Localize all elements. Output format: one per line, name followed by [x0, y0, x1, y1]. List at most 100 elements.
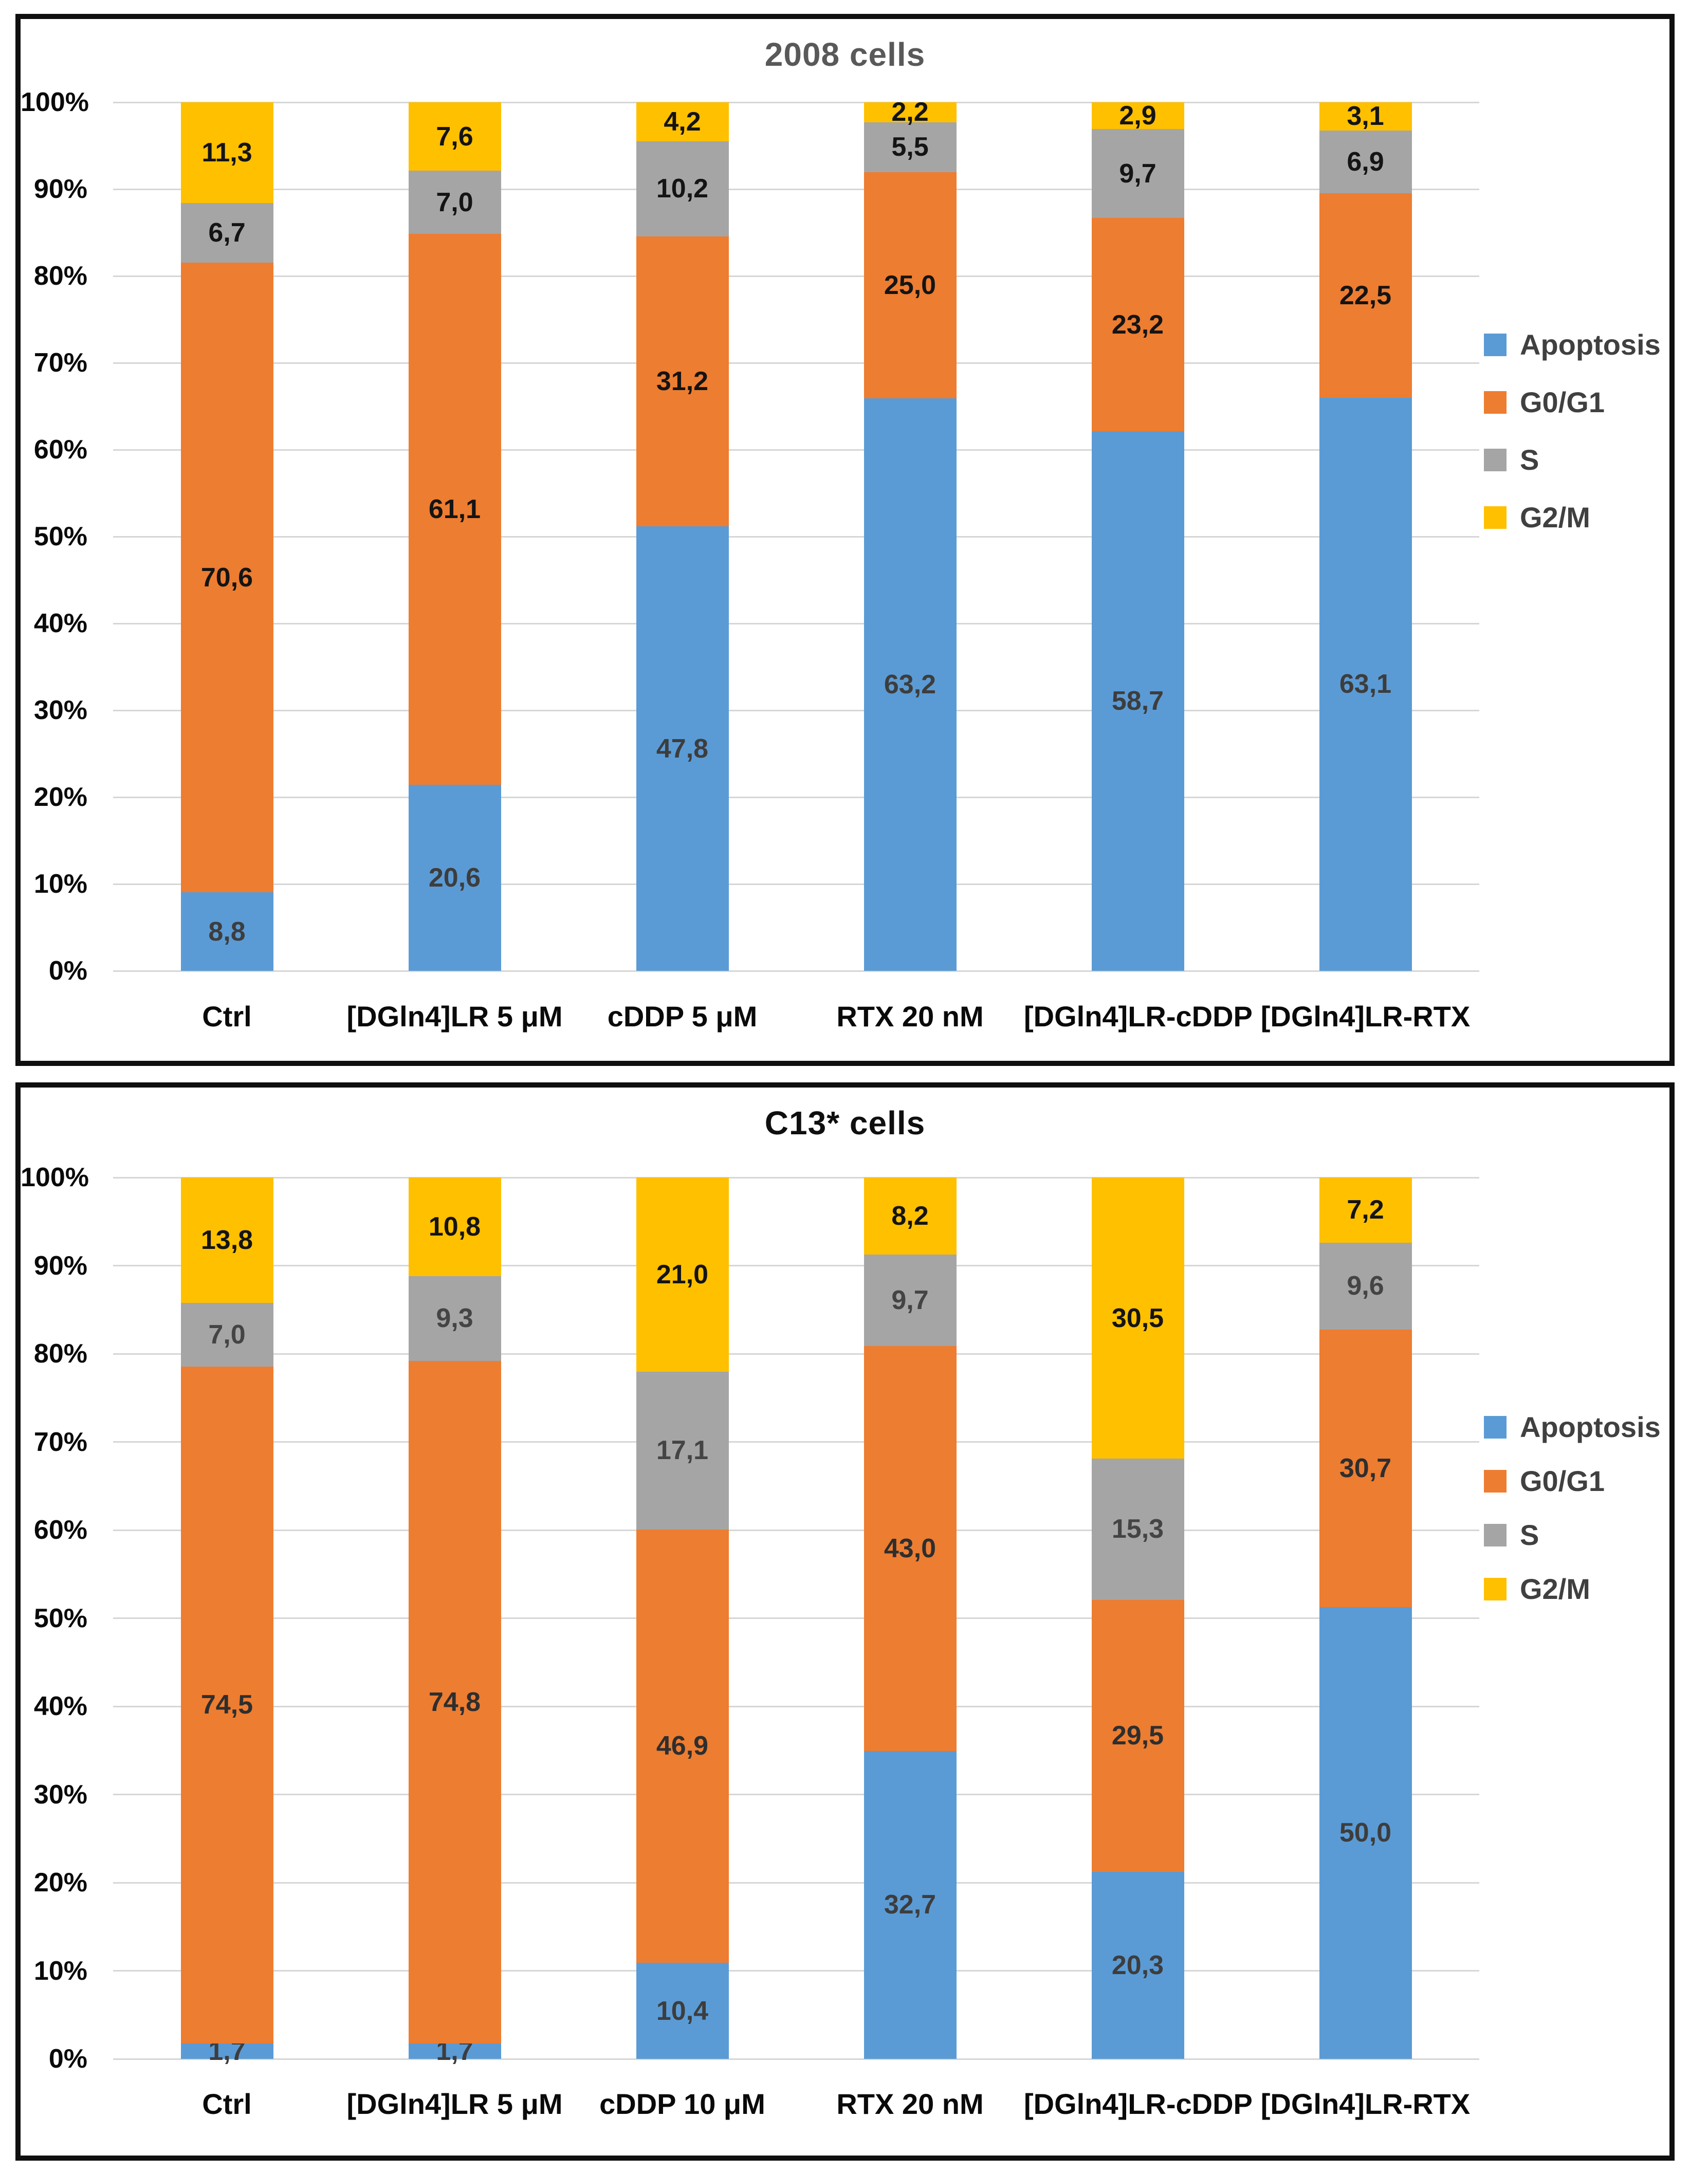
bar-segment-g0-g1: 46,9: [636, 1529, 729, 1963]
data-label: 8,2: [891, 1201, 929, 1231]
data-label: 13,8: [200, 1225, 253, 1255]
data-label: 25,0: [884, 270, 936, 300]
gridline: [113, 1970, 1479, 1972]
data-label: 6,9: [1347, 146, 1384, 177]
bar-segment-apoptosis: 47,8: [636, 526, 729, 971]
legend-label: Apoptosis: [1520, 328, 1661, 361]
legend-label: S: [1520, 444, 1539, 476]
bar-segment-s: 5,5: [864, 122, 957, 172]
y-axis-tick-label: 100%: [21, 87, 89, 117]
data-label: 7,2: [1347, 1195, 1384, 1225]
legend-label: G2/M: [1520, 501, 1590, 533]
legend-swatch-icon: [1484, 1524, 1507, 1546]
data-label: 43,0: [884, 1533, 936, 1563]
y-axis-tick-label: 40%: [33, 609, 87, 638]
gridline: [113, 188, 1479, 190]
gridline: [113, 883, 1479, 885]
bar-segment-g2-m: 30,5: [1091, 1177, 1184, 1459]
legend-item-g0-g1: G0/G1: [1484, 1467, 1605, 1496]
bar-segment-apoptosis: 58,7: [1091, 431, 1184, 971]
data-label: 7,0: [436, 187, 473, 217]
gridline: [113, 1617, 1479, 1619]
category-label: cDDP 10 μM: [599, 2088, 765, 2120]
data-label: 3,1: [1347, 101, 1384, 132]
legend-swatch-icon: [1484, 1578, 1507, 1600]
gridline: [113, 1705, 1479, 1707]
gridline: [113, 275, 1479, 277]
data-label: 70,6: [200, 562, 253, 593]
chart-title-2008-cells: 2008 cells: [764, 36, 926, 73]
legend-swatch-icon: [1484, 334, 1507, 356]
legend-swatch-icon: [1484, 1470, 1507, 1493]
data-label: 23,2: [1111, 309, 1164, 340]
bar-segment-g0-g1: 30,7: [1319, 1329, 1412, 1607]
bar-segment-apoptosis: 20,6: [408, 785, 501, 971]
y-axis-tick-label: 0%: [48, 956, 87, 986]
gridline: [113, 1353, 1479, 1355]
bar-segment-g2-m: 8,2: [864, 1177, 957, 1255]
bar-segment-g2-m: 7,6: [408, 102, 501, 171]
bar-segment-g2-m: 13,8: [180, 1177, 273, 1303]
data-label: 22,5: [1339, 280, 1392, 310]
bar-segment-apoptosis: 10,4: [636, 1963, 729, 2059]
bar-segment-s: 9,7: [864, 1255, 957, 1346]
data-label: 10,8: [428, 1211, 481, 1242]
gridline: [113, 1441, 1479, 1443]
bar-segment-g2-m: 11,3: [180, 102, 273, 204]
legend-label: S: [1520, 1519, 1539, 1551]
bar-segment-g2-m: 2,9: [1091, 102, 1184, 129]
legend-label: Apoptosis: [1520, 1411, 1661, 1443]
legend-item-apoptosis: Apoptosis: [1484, 330, 1661, 359]
legend-item-g2-m: G2/M: [1484, 503, 1590, 532]
bar-segment-s: 15,3: [1091, 1459, 1184, 1600]
bar-segment-s: 6,9: [1319, 130, 1412, 193]
bar-segment-g0-g1: 23,2: [1091, 218, 1184, 432]
data-label: 58,7: [1111, 686, 1164, 716]
bar-segment-g0-g1: 29,5: [1091, 1599, 1184, 1872]
gridline: [113, 449, 1479, 451]
gridline: [113, 1265, 1479, 1266]
bar-segment-g0-g1: 70,6: [180, 263, 273, 893]
data-label: 32,7: [884, 1890, 936, 1920]
bar-segment-apoptosis: 1,7: [180, 2038, 273, 2065]
category-label: [DGln4]LR-RTX: [1260, 2088, 1471, 2120]
bar-segment-g2-m: 3,1: [1319, 102, 1412, 131]
legend-item-g0-g1: G0/G1: [1484, 388, 1605, 417]
data-label: 9,7: [891, 1285, 929, 1316]
gridline: [113, 2058, 1479, 2060]
bar-segment-g2-m: 7,2: [1319, 1177, 1412, 1243]
bar-segment-g0-g1: 31,2: [636, 236, 729, 527]
category-label: Ctrl: [202, 1000, 252, 1033]
category-label: RTX 20 nM: [836, 2088, 984, 2120]
category-label: cDDP 5 μM: [607, 1000, 758, 1033]
gridline: [113, 1176, 1479, 1178]
y-axis-tick-label: 70%: [33, 1427, 87, 1457]
category-label: RTX 20 nM: [836, 1000, 984, 1033]
category-label: [DGln4]LR-cDDP: [1024, 2088, 1253, 2120]
bar-segment-g2-m: 21,0: [636, 1177, 729, 1372]
data-label: 74,5: [200, 1690, 253, 1720]
data-label: 21,0: [656, 1259, 709, 1290]
data-label: 10,2: [656, 174, 709, 204]
data-label: 9,6: [1347, 1271, 1384, 1301]
bar-segment-g0-g1: 25,0: [864, 172, 957, 399]
y-axis-tick-label: 40%: [33, 1691, 87, 1721]
bar-segment-apoptosis: 8,8: [180, 892, 273, 971]
chart-title-c13-cells: C13* cells: [764, 1104, 926, 1141]
bar-segment-g2-m: 4,2: [636, 102, 729, 141]
bar-segment-g0-g1: 43,0: [864, 1346, 957, 1751]
chart-panel-c13-cells: C13* cells 100% 90% 80% 70% 60% 50% 40% 30% 20% 1…: [15, 1082, 1675, 2161]
legend-swatch-icon: [1484, 391, 1507, 414]
category-label: [DGln4]LR 5 μM: [346, 2088, 563, 2120]
chart-panel-2008-cells: 2008 cells 100% 90% 80% 70% 60% 50% 40% 30% 20% 1…: [15, 14, 1675, 1066]
data-label: 30,7: [1339, 1453, 1392, 1483]
y-axis-tick-label: 60%: [33, 435, 87, 465]
bar-segment-apoptosis: 63,1: [1319, 397, 1412, 971]
legend-swatch-icon: [1484, 449, 1507, 471]
legend-label: G2/M: [1520, 1573, 1590, 1605]
legend-label: G0/G1: [1520, 386, 1605, 418]
bar-segment-s: 6,7: [180, 203, 273, 263]
y-axis-tick-label: 60%: [33, 1515, 87, 1545]
gridline: [113, 622, 1479, 624]
bar-segment-apoptosis: 32,7: [864, 1751, 957, 2059]
